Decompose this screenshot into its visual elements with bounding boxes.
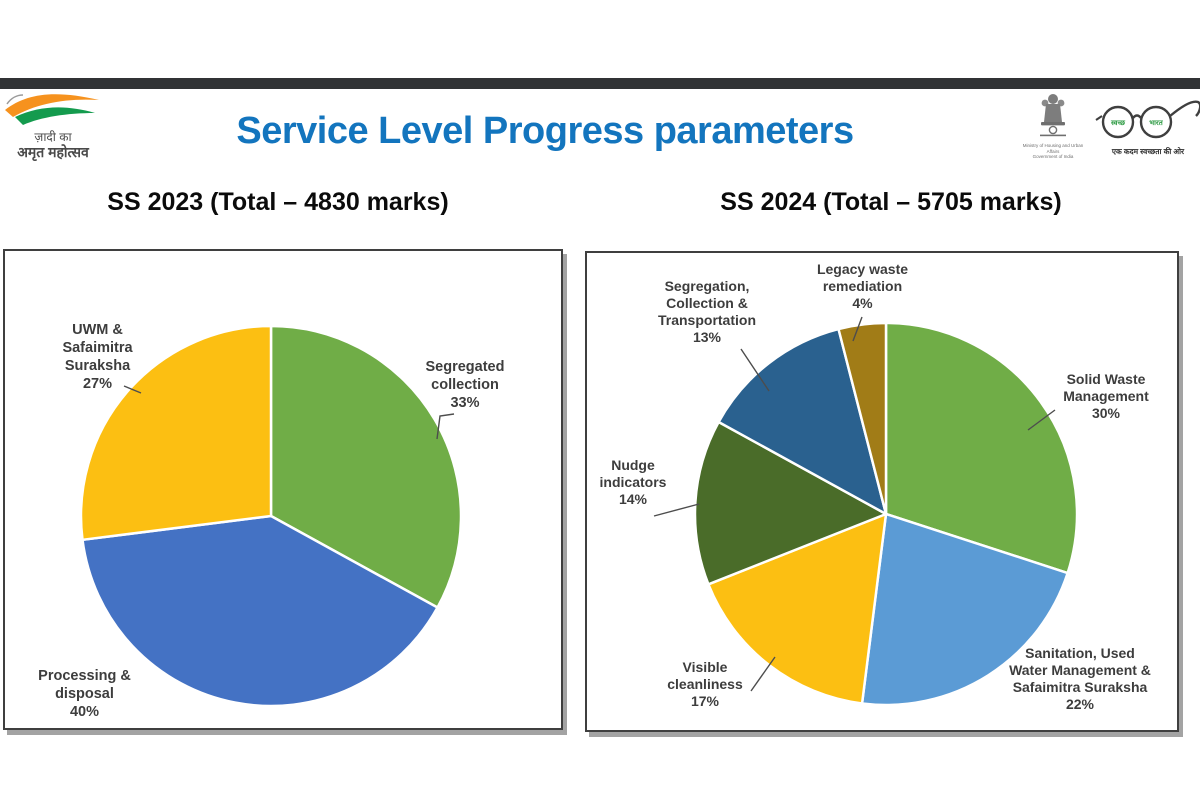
azadi-logo-text-line2: अमृत महोत्सव — [17, 144, 89, 160]
pie-label-nudge-indicators: Nudge indicators 14% — [599, 457, 667, 507]
ashoka-emblem-icon — [1040, 94, 1066, 137]
pie-label-solid-waste-management: Solid Waste Management 30% — [1063, 371, 1149, 421]
swachh-tagline: एक कदम स्वच्छता की ओर — [1111, 147, 1185, 156]
pie-slice-nudge-indicators — [693, 420, 888, 586]
pie-slice-uwm-safaimitra-suraksha — [79, 324, 273, 542]
pie-label-segregated-collection: Segregated collection 33% — [425, 359, 505, 411]
pie-slice-processing-disposal — [81, 514, 439, 708]
pie-label-processing-disposal: Processing & disposal 40% — [38, 668, 131, 720]
pie-slice-segregation-collection-transportation — [717, 327, 888, 516]
pie-label-sanitation-uwm-safaimitra: Sanitation, Used Water Management & Safa… — [1009, 645, 1151, 712]
azadi-logo-text-line1: ज़ादी का — [34, 130, 72, 144]
emblem-caption-line2: Government of India — [1032, 154, 1074, 159]
pie-slice-solid-waste-management — [884, 321, 1079, 575]
swachh-lens-right-text: भारत — [1149, 120, 1164, 127]
leader-line — [852, 316, 863, 342]
page-title: Service Level Progress parameters — [236, 110, 854, 152]
national-emblem-logo: Ministry of Housing and Urban Affairs Go… — [1020, 92, 1086, 160]
pie-panel-ss-2024: Segregation, Collection & Transportation… — [585, 251, 1179, 732]
swachh-lens-left-text: स्वच्छ — [1110, 120, 1126, 127]
pie-slice-sanitation-used-water-management-safaimitra-suraksha — [860, 512, 1069, 707]
pie-label-uwm-safaimitra-suraksha: UWM & Safaimitra Suraksha 27% — [62, 322, 133, 392]
pie-panel-ss-2023: UWM & Safaimitra Suraksha 27% Segregated… — [3, 249, 563, 730]
top-divider-bar — [0, 78, 1200, 89]
leader-line — [123, 385, 142, 394]
pie-label-visible-cleanliness: Visible cleanliness 17% — [667, 659, 743, 709]
pie-slice-legacy-waste-remediation — [837, 321, 888, 516]
leader-line — [436, 413, 455, 440]
chart-title-ss-2023: SS 2023 (Total – 4830 marks) — [107, 188, 449, 216]
azadi-ka-amrit-mahotsav-logo: ज़ादी का अमृत महोत्सव — [0, 90, 118, 160]
emblem-caption-line1: Ministry of Housing and Urban Affairs — [1022, 143, 1084, 154]
pie-label-segregation-collection-transportation: Segregation, Collection & Transportation… — [657, 278, 756, 345]
leader-line — [653, 503, 700, 517]
pie-label-legacy-waste-remediation: Legacy waste remediation 4% — [816, 261, 909, 311]
swachh-bharat-logo: स्वच्छ भारत एक कदम स्वच्छता की ओर — [1092, 98, 1200, 156]
pie-chart-ss-2023 — [79, 324, 463, 708]
pie-chart-ss-2024 — [653, 316, 1079, 707]
chart-title-ss-2024: SS 2024 (Total – 5705 marks) — [720, 188, 1062, 216]
leader-line — [750, 656, 776, 692]
pie-slice-segregated-collection — [269, 324, 463, 609]
leader-line — [740, 348, 770, 392]
leader-line — [1027, 409, 1056, 431]
gandhi-glasses-icon: स्वच्छ भारत — [1095, 100, 1200, 139]
india-flag-swirl-icon — [5, 94, 99, 125]
